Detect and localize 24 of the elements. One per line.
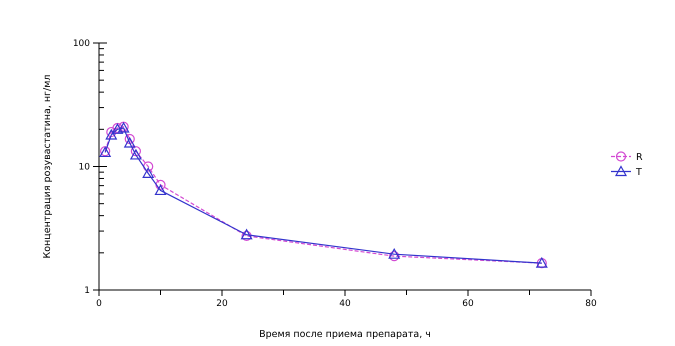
x-tick-label: 60: [462, 299, 474, 309]
point: [106, 129, 117, 140]
x-tick-label: 20: [216, 299, 228, 309]
legend-label: T: [635, 166, 642, 178]
point: [124, 134, 135, 144]
point: [143, 161, 154, 172]
x-tick-label: 0: [96, 299, 102, 309]
point: [124, 137, 136, 148]
x-tick-label: 80: [585, 299, 597, 309]
point: [142, 168, 154, 178]
point: [388, 248, 400, 259]
point: [106, 126, 116, 138]
point: [389, 251, 400, 262]
point: [154, 184, 166, 196]
y-axis-title: Концентрация розувастатина, нг/мл: [42, 74, 53, 258]
x-tick-label: 40: [339, 299, 351, 309]
point: [155, 180, 166, 190]
y-tick-label: 10: [78, 162, 90, 173]
x-axis-title: Время после приема препарата, ч: [259, 329, 431, 340]
y-tick-label: 100: [72, 39, 90, 50]
y-tick-label: 1: [84, 286, 90, 296]
point: [130, 149, 142, 160]
legend-label: R: [636, 152, 643, 163]
point: [130, 146, 141, 156]
